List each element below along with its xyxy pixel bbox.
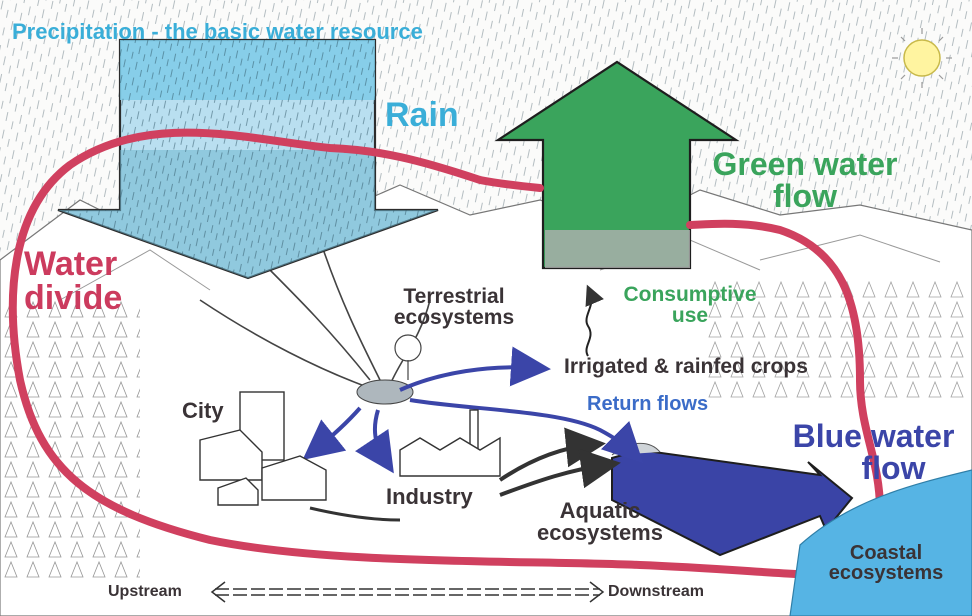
terrestrial-line1: Terrestrial bbox=[403, 285, 505, 308]
return-flows-label: Return flows bbox=[587, 393, 709, 415]
lake bbox=[356, 379, 414, 405]
consumptive-use-label: Consumptive use bbox=[598, 284, 782, 326]
rain-arrow bbox=[57, 38, 439, 280]
terrestrial-line2: ecosystems bbox=[393, 306, 515, 329]
arrow-to-crops bbox=[399, 346, 551, 392]
coastal-line1: Coastal bbox=[849, 542, 923, 564]
downstream-label: Downstream bbox=[608, 583, 705, 600]
water-divide-line2: divide bbox=[24, 279, 123, 317]
coastal-ecosystems-label: Coastal ecosystems bbox=[806, 543, 966, 583]
sun-icon bbox=[892, 28, 952, 88]
arrow-to-industry bbox=[355, 409, 394, 474]
industry-outflow-arrow-1 bbox=[498, 427, 606, 482]
aquatic-line2: ecosystems bbox=[537, 520, 663, 545]
blue-water-flow-label: Blue water flow bbox=[775, 420, 972, 484]
forest-hatching bbox=[0, 300, 140, 580]
rain-label: Rain bbox=[385, 96, 459, 134]
consumptive-line2: use bbox=[671, 304, 709, 327]
blue-water-flow-arrow bbox=[611, 448, 854, 557]
green-water-flow-label: Green water flow bbox=[690, 148, 920, 212]
industry-outflow-arrow-2 bbox=[499, 448, 621, 497]
green-water-flow-line2: flow bbox=[773, 178, 837, 214]
industry-label: Industry bbox=[386, 484, 473, 509]
return-flow-arrow bbox=[409, 398, 644, 464]
water-divide-line bbox=[8, 128, 885, 580]
consumptive-arrow bbox=[585, 284, 604, 357]
arrow-to-city bbox=[302, 406, 362, 460]
water-divide-line1: Water bbox=[24, 245, 118, 283]
water-divide-label: Water divide bbox=[24, 247, 122, 315]
coastal-line2: ecosystems bbox=[828, 562, 944, 584]
consumptive-line1: Consumptive bbox=[623, 283, 757, 306]
tree bbox=[394, 334, 422, 380]
crops-label: Irrigated & rainfed crops bbox=[564, 355, 808, 378]
green-water-arrow bbox=[494, 60, 740, 270]
city-outflow-line bbox=[309, 506, 401, 522]
city-label: City bbox=[182, 398, 224, 423]
aquatic-line1: Aquatic bbox=[559, 498, 641, 523]
city-buildings bbox=[199, 391, 327, 506]
river-sketch bbox=[199, 239, 431, 389]
aquatic-ecosystems-label: Aquatic ecosystems bbox=[518, 500, 682, 544]
blue-water-flow-line1: Blue water bbox=[792, 418, 955, 454]
industry-factory bbox=[399, 409, 501, 477]
upstream-label: Upstream bbox=[108, 583, 182, 600]
green-water-flow-line1: Green water bbox=[712, 146, 898, 182]
blue-water-flow-line2: flow bbox=[861, 450, 926, 486]
terrestrial-ecosystems-label: Terrestrial ecosystems bbox=[370, 286, 538, 328]
diagram-title: Precipitation - the basic water resource bbox=[12, 19, 423, 44]
upstream-downstream-arrow bbox=[210, 581, 605, 603]
forest-hatching-right bbox=[700, 280, 972, 400]
